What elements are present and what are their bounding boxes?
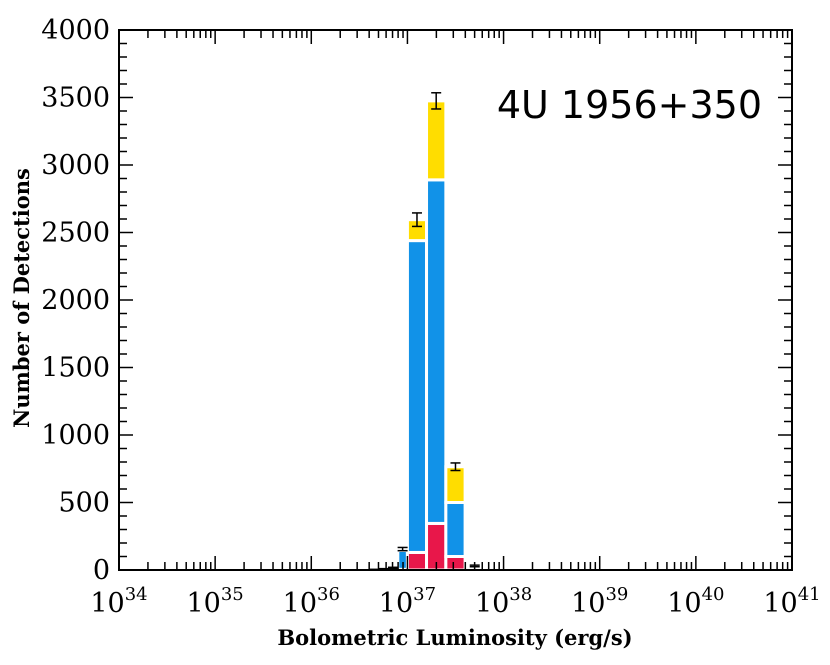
y-tick-label: 2000: [41, 285, 110, 316]
x-axis-title: Bolometric Luminosity (erg/s): [277, 625, 632, 650]
x-tick-label: 1038: [475, 584, 532, 619]
y-tick-label: 3500: [41, 83, 110, 114]
bar-segment-2-12: [444, 465, 467, 505]
bar-segment-0-12: [444, 555, 467, 572]
error-bar-10: [411, 212, 422, 228]
y-tick-label: 3000: [41, 150, 110, 181]
y-tick-label: 4000: [41, 15, 110, 46]
error-bar-11: [431, 92, 442, 110]
x-tick-label: 1034: [90, 584, 147, 619]
bars-layer: [367, 99, 467, 572]
bar-segment-1-11: [425, 178, 448, 525]
x-tick-label: 1036: [283, 584, 340, 619]
x-tick-labels: 1034 1035 1036 1037 1038 1039 1040 1041: [90, 584, 820, 619]
ticks-layer: [118, 29, 793, 571]
bar-segment-0-10: [405, 550, 429, 572]
error-bar-12: [450, 462, 461, 472]
y-tick-label: 0: [93, 555, 110, 586]
y-tick-labels: 0 500 1000 1500 2000 2500 3000 3500 4000: [41, 15, 110, 586]
x-tick-label: 1037: [379, 584, 436, 619]
bar-segment-1-12: [444, 501, 467, 558]
x-tick-label: 1039: [571, 584, 628, 619]
y-tick-label: 2500: [41, 218, 110, 249]
source-annotation: 4U 1956+350: [497, 83, 762, 127]
y-axis-title: Number of Detections: [9, 168, 34, 428]
bar-segment-1-10: [405, 239, 429, 554]
x-tick-label: 1035: [187, 584, 244, 619]
y-tick-label: 500: [58, 488, 110, 519]
y-tick-label: 1500: [41, 353, 110, 384]
y-tick-label: 1000: [41, 420, 110, 451]
x-tick-label: 1041: [763, 584, 820, 619]
x-tick-label: 1040: [667, 584, 724, 619]
bar-segment-2-11: [425, 99, 448, 182]
error-bar-9: [397, 546, 408, 552]
